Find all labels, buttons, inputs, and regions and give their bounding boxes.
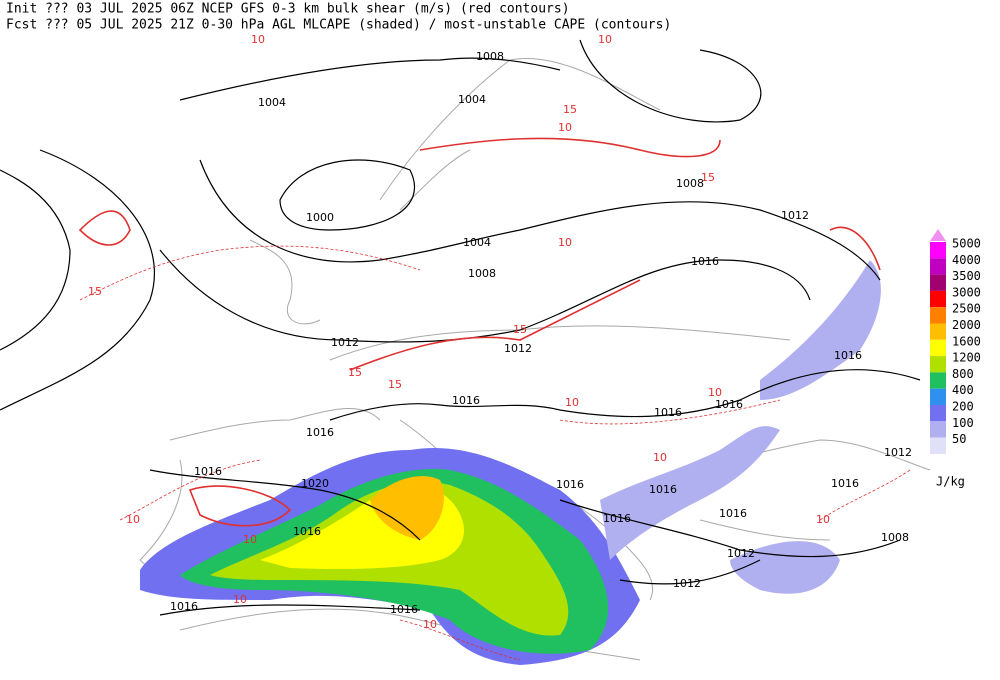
shear-label: 10 — [565, 396, 579, 409]
legend-swatch — [930, 323, 946, 340]
legend-label: 100 — [952, 416, 974, 430]
isobar-label: 1016 — [170, 600, 198, 613]
legend-label: 2000 — [952, 318, 981, 332]
shear-label: 10 — [598, 33, 612, 46]
shear-label: 15 — [701, 171, 715, 184]
isobar-label: 1016 — [452, 394, 480, 407]
isobar-label: 1016 — [649, 483, 677, 496]
isobar-label: 1020 — [301, 477, 329, 490]
legend-swatch — [930, 258, 946, 275]
isobar-label: 1016 — [306, 426, 334, 439]
legend-label: 5000 — [952, 237, 981, 251]
isobar-label: 1012 — [884, 446, 912, 459]
isobar-label: 1012 — [781, 209, 809, 222]
shear-label: 15 — [563, 103, 577, 116]
cape-shading — [140, 260, 881, 665]
legend-swatch — [930, 437, 946, 454]
legend-label: 1600 — [952, 334, 981, 348]
isobar-label: 1016 — [834, 349, 862, 362]
isobar-label: 1008 — [476, 50, 504, 63]
legend-swatch — [930, 405, 946, 422]
isobar-label: 1016 — [831, 477, 859, 490]
legend: 5000 4000 3500 3000 2500 2000 1600 1200 800 400 20… — [930, 229, 981, 489]
isobar-label: 1008 — [676, 177, 704, 190]
isobar-label: 1004 — [463, 236, 491, 249]
legend-label: 50 — [952, 432, 966, 446]
isobar-label: 1008 — [468, 267, 496, 280]
isobar-label: 1008 — [881, 531, 909, 544]
legend-swatch — [930, 356, 946, 373]
isobars — [0, 39, 921, 616]
shear-label: 10 — [423, 618, 437, 631]
header-line: Fcst ??? 05 JUL 2025 21Z 0-30 hPa AGL ML… — [6, 18, 671, 33]
isobar-label: 1012 — [673, 577, 701, 590]
isobar-label: 1016 — [691, 255, 719, 268]
legend-label: 3500 — [952, 269, 981, 283]
legend-swatch — [930, 274, 946, 291]
isobar-label: 1016 — [719, 507, 747, 520]
isobar-label: 1016 — [556, 478, 584, 491]
shear-label: 10 — [126, 513, 140, 526]
legend-label: 400 — [952, 383, 974, 397]
isobar-label: 1012 — [727, 547, 755, 560]
shear-contours-dashed — [79, 245, 911, 661]
legend-arrow — [930, 229, 946, 241]
legend-label: 200 — [952, 400, 974, 414]
shear-label: 10 — [558, 121, 572, 134]
legend-label: 1200 — [952, 351, 981, 365]
legend-swatch — [930, 372, 946, 389]
contour-labels: 1008 1004 1004 1000 1004 1008 1008 1012 1016 1012… — [88, 33, 912, 631]
isobar-label: 1004 — [258, 96, 286, 109]
legend-swatch — [930, 339, 946, 357]
legend-label: 4000 — [952, 253, 981, 267]
isobar-label: 1016 — [654, 406, 682, 419]
isobar-label: 1016 — [293, 525, 321, 538]
isobar-label: 1016 — [603, 512, 631, 525]
shear-contours — [78, 137, 881, 527]
legend-swatch — [930, 307, 946, 324]
shear-label: 10 — [558, 236, 572, 249]
isobar-label: 1016 — [715, 398, 743, 411]
legend-label: 800 — [952, 367, 974, 381]
isobar-label: 1016 — [390, 603, 418, 616]
header-line: Init ??? 03 JUL 2025 06Z NCEP GFS 0-3 km… — [6, 2, 570, 17]
shear-label: 10 — [243, 533, 257, 546]
isobar-label: 1004 — [458, 93, 486, 106]
legend-swatch — [930, 388, 946, 405]
isobar-label: 1016 — [194, 465, 222, 478]
legend-label: 2500 — [952, 302, 981, 316]
isobar-label: 1012 — [504, 342, 532, 355]
shear-label: 15 — [513, 323, 527, 336]
shear-label: 10 — [233, 593, 247, 606]
isobar-label: 1000 — [306, 211, 334, 224]
legend-swatch — [930, 242, 946, 259]
shear-label: 10 — [251, 33, 265, 46]
shear-label: 10 — [816, 513, 830, 526]
shear-label: 10 — [708, 386, 722, 399]
legend-swatch — [930, 290, 946, 308]
legend-unit: J/kg — [936, 475, 965, 489]
shear-label: 15 — [88, 285, 102, 298]
shear-label: 10 — [653, 451, 667, 464]
legend-label: 3000 — [952, 285, 981, 299]
legend-swatch — [930, 421, 946, 438]
shear-label: 15 — [348, 366, 362, 379]
isobar-label: 1012 — [331, 336, 359, 349]
shear-label: 15 — [388, 378, 402, 391]
